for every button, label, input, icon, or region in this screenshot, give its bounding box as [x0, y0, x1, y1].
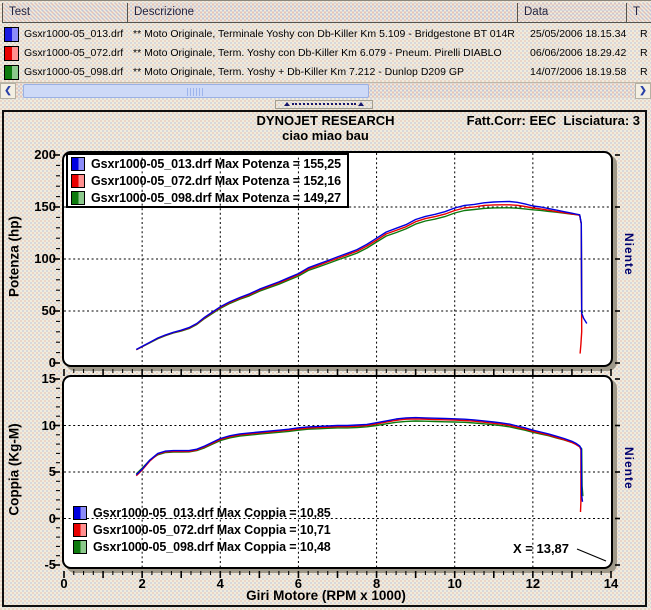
- legend-color-swatch: [71, 157, 85, 171]
- y-axis-tick-label: 0: [14, 511, 56, 526]
- series-color-swatch: [4, 46, 19, 61]
- legend-label: Gsxr1000-05_098.drf Max Coppia = 10,48: [93, 540, 331, 554]
- column-header-data[interactable]: Data: [518, 3, 627, 23]
- legend-color-swatch: [73, 506, 87, 520]
- test-extra-cell: R: [640, 25, 651, 44]
- column-header-descrizione[interactable]: Descrizione: [128, 3, 518, 23]
- legend-row: Gsxr1000-05_013.drf Max Potenza = 155,25: [68, 155, 341, 172]
- x-axis-tick-label: 10: [440, 576, 470, 591]
- y-axis-tick-label: -5: [14, 557, 56, 572]
- chart-subtitle: ciao miao bau: [0, 128, 651, 143]
- right-channel-label: Niente: [620, 233, 636, 276]
- x-axis-tick-label: 6: [283, 576, 313, 591]
- test-extra-cell: R: [640, 44, 651, 63]
- splitter-dots: [292, 103, 356, 105]
- series-color-swatch: [4, 65, 19, 80]
- y-axis-tick-label: 5: [14, 464, 56, 479]
- test-file-name: Gsxr1000-05_072.drf: [24, 44, 128, 63]
- y-axis-tick-label: 200: [14, 147, 56, 162]
- legend-row: Gsxr1000-05_098.drf Max Potenza = 149,27: [68, 189, 341, 206]
- y-axis-tick-label: 0: [14, 355, 56, 370]
- series-color-swatch: [4, 27, 19, 42]
- test-file-name: Gsxr1000-05_098.drf: [24, 63, 128, 82]
- x-axis-tick-label: 14: [596, 576, 626, 591]
- test-table: Test Descrizione Data T Gsxr1000-05_013.…: [0, 0, 651, 83]
- pane-splitter[interactable]: [275, 100, 373, 109]
- splitter-up-arrow-icon: [284, 102, 290, 106]
- scrollbar-thumb[interactable]: [23, 84, 369, 98]
- table-row[interactable]: Gsxr1000-05_072.drf ** Moto Originale, T…: [0, 44, 651, 63]
- plot-legend: Gsxr1000-05_013.drf Max Potenza = 155,25…: [66, 153, 349, 208]
- legend-row: Gsxr1000-05_098.drf Max Coppia = 10,48: [70, 538, 331, 555]
- legend-row: Gsxr1000-05_072.drf Max Coppia = 10,71: [70, 521, 331, 538]
- power-plot: Gsxr1000-05_013.drf Max Potenza = 155,25…: [62, 151, 613, 367]
- column-header-t[interactable]: T: [627, 3, 651, 23]
- scrollbar-grip-icon: [187, 88, 205, 96]
- splitter-up-arrow-icon: [358, 102, 364, 106]
- y-axis-tick-label: 15: [14, 371, 56, 386]
- right-channel-label: Niente: [620, 447, 636, 490]
- legend-row: Gsxr1000-05_072.drf Max Potenza = 152,16: [68, 172, 341, 189]
- legend-color-swatch: [71, 191, 85, 205]
- y-axis-tick-label: 100: [14, 251, 56, 266]
- test-date: 14/07/2006 18.19.58: [530, 63, 630, 82]
- x-axis-tick-label: 8: [362, 576, 392, 591]
- scroll-left-button[interactable]: ❮: [0, 83, 16, 99]
- table-row[interactable]: Gsxr1000-05_013.drf ** Moto Originale, T…: [0, 25, 651, 44]
- chevron-right-icon: ❯: [639, 85, 647, 95]
- table-row[interactable]: Gsxr1000-05_098.drf ** Moto Originale, T…: [0, 63, 651, 82]
- chevron-left-icon: ❮: [4, 85, 12, 95]
- legend-row: Gsxr1000-05_013.drf Max Coppia = 10,85: [70, 504, 331, 521]
- plot-legend: Gsxr1000-05_013.drf Max Coppia = 10,85 Gs…: [70, 504, 331, 555]
- x-axis-tick-label: 12: [518, 576, 548, 591]
- x-axis-tick-label: 4: [205, 576, 235, 591]
- test-description: ** Moto Originale, Term. Yoshy + Db-Kill…: [133, 63, 516, 82]
- legend-label: Gsxr1000-05_013.drf Max Coppia = 10,85: [93, 506, 331, 520]
- test-extra-cell: R: [640, 63, 651, 82]
- correction-info: Fatt.Corr: EEC Lisciatura: 3: [467, 113, 640, 128]
- torque-plot: Gsxr1000-05_013.drf Max Coppia = 10,85 Gs…: [62, 375, 613, 569]
- legend-label: Gsxr1000-05_098.drf Max Potenza = 149,27: [91, 191, 341, 205]
- test-description: ** Moto Originale, Terminale Yoshy con D…: [133, 25, 516, 44]
- column-header-test[interactable]: Test: [2, 3, 128, 23]
- legend-color-swatch: [73, 523, 87, 537]
- test-file-name: Gsxr1000-05_013.drf: [24, 25, 128, 44]
- legend-label: Gsxr1000-05_072.drf Max Potenza = 152,16: [91, 174, 341, 188]
- legend-label: Gsxr1000-05_072.drf Max Coppia = 10,71: [93, 523, 331, 537]
- legend-label: Gsxr1000-05_013.drf Max Potenza = 155,25: [91, 157, 341, 171]
- legend-color-swatch: [73, 540, 87, 554]
- x-axis-tick-label: 0: [49, 576, 79, 591]
- cursor-x-annotation: X = 13,87: [513, 541, 569, 556]
- test-description: ** Moto Originale, Term. Yoshy con Db-Ki…: [133, 44, 516, 63]
- horizontal-scrollbar[interactable]: ❮ ❯: [0, 82, 651, 98]
- test-date: 25/05/2006 18.15.34: [530, 25, 630, 44]
- y-axis-tick-label: 50: [14, 303, 56, 318]
- legend-color-swatch: [71, 174, 85, 188]
- y-axis-tick-label: 150: [14, 199, 56, 214]
- y-axis-tick-label: 10: [14, 418, 56, 433]
- test-date: 06/06/2006 18.29.42: [530, 44, 630, 63]
- x-axis-tick-label: 2: [127, 576, 157, 591]
- scroll-right-button[interactable]: ❯: [635, 83, 651, 99]
- dyno-app-window: Test Descrizione Data T Gsxr1000-05_013.…: [0, 0, 651, 610]
